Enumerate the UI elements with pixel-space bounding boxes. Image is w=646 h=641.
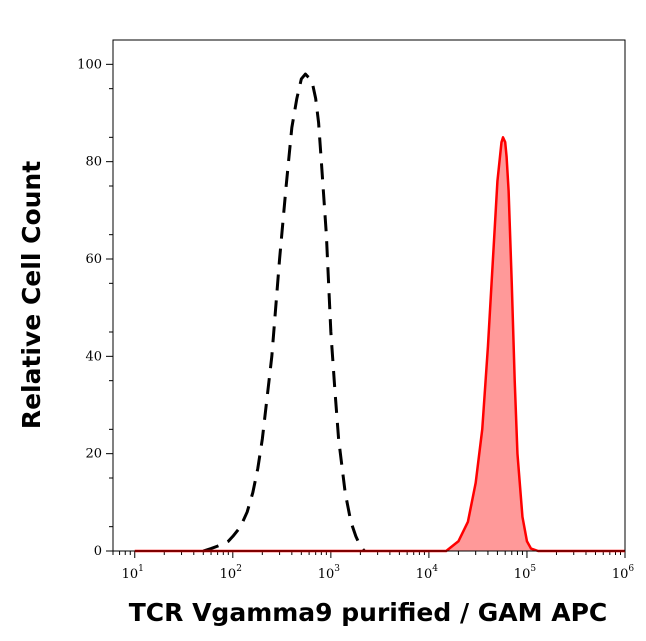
y-tick-label: 60: [85, 252, 102, 267]
x-tick-label: 105: [514, 564, 537, 582]
y-axis-title: Relative Cell Count: [17, 161, 46, 429]
x-tick-label: 101: [122, 564, 144, 582]
x-axis-title: TCR Vgamma9 purified / GAM APC: [129, 598, 608, 627]
plot-frame: [112, 39, 626, 552]
series-0-line: [202, 72, 366, 553]
series-layer: [134, 72, 625, 553]
series-1-area: [134, 137, 625, 551]
x-tick-label: 103: [318, 564, 341, 582]
series-1-line: [134, 136, 625, 553]
y-tick-label: 100: [77, 57, 102, 72]
tick-label-layer: 0 20 40 60 80 100 101 102 103 104 105 106: [77, 57, 634, 582]
x-tick-label: 106: [612, 564, 635, 582]
y-tick-label: 0: [94, 544, 102, 559]
x-tick-label: 104: [416, 564, 439, 582]
y-tick-label: 80: [85, 155, 102, 170]
y-tick-label: 40: [85, 349, 102, 364]
tick-layer: [106, 63, 626, 558]
x-tick-label: 102: [220, 564, 242, 582]
y-tick-label: 20: [85, 447, 102, 462]
